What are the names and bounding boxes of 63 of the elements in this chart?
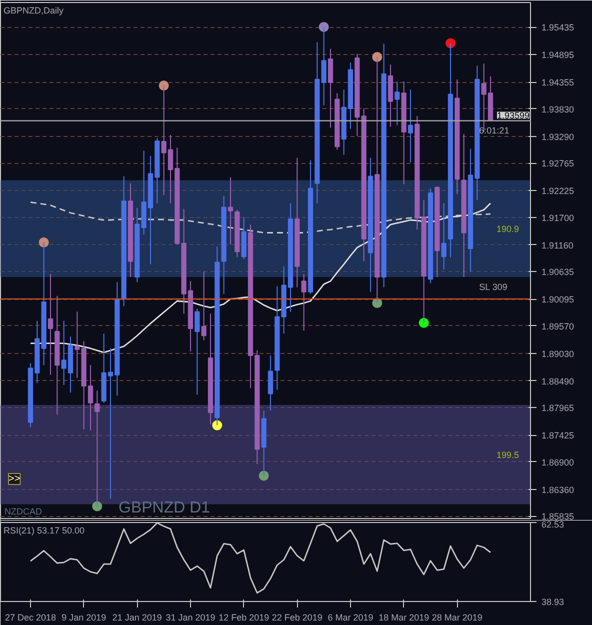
candlestick (74, 311, 80, 378)
x-tick-label: 12 Feb 2019 (218, 612, 270, 622)
x-tick-label: 22 Feb 2019 (272, 612, 322, 622)
y-tick-label: 1.85835 (542, 512, 574, 522)
point (258, 470, 269, 481)
candlestick (441, 202, 446, 270)
candlestick (408, 89, 414, 163)
point (158, 80, 169, 91)
candlestick (394, 80, 400, 126)
x-tick-label: 6 Mar 2019 (328, 612, 374, 622)
candlestick (94, 390, 100, 507)
y-tick-label: 38.93 (542, 597, 564, 607)
candlestick (194, 308, 200, 396)
annotation: SL 309 (479, 282, 508, 292)
x-tick-label: 31 Jan 2019 (166, 612, 216, 622)
point (446, 38, 456, 48)
band-label: 199.5 (496, 450, 520, 460)
y-tick-label: 1.92765 (542, 158, 574, 169)
candlestick (201, 270, 206, 341)
y-tick-label: 1.87425 (542, 430, 574, 441)
y-tick-label: 1.88490 (542, 376, 574, 386)
line-series (30, 201, 492, 234)
y-tick-label: 1.86900 (542, 457, 574, 468)
y-tick-label: 1.94895 (542, 50, 574, 60)
x-tick-label: 9 Jan 2019 (62, 612, 106, 622)
point (418, 318, 429, 328)
y-tick-label: 1.93830 (542, 104, 574, 114)
chart-title: GBPNZD,Daily (4, 6, 64, 16)
annotation: GBPNZD D1 (118, 500, 210, 516)
y-tick-label: 1.89030 (542, 348, 574, 359)
candlestick (48, 274, 54, 376)
y-tick-label: 1.89570 (542, 321, 574, 332)
ref-line-label: 1.93599 (496, 110, 530, 121)
x-tick-label: 21 Jan 2019 (112, 612, 162, 622)
text: >> (8, 474, 20, 484)
y-tick-label: 62.53 (542, 520, 564, 530)
y-tick-label: 1.87965 (542, 403, 574, 414)
candlestick (228, 176, 234, 245)
line-series (30, 202, 492, 354)
candlestick (268, 355, 274, 412)
y-tick-label: 1.92225 (542, 186, 574, 196)
y-tick-label: 1.90095 (542, 294, 574, 305)
x-tick-label: 28 Mar 2019 (432, 612, 482, 622)
point (372, 52, 382, 62)
y-tick-label: 1.95435 (542, 22, 574, 33)
point (38, 237, 49, 248)
y-tick-label: 1.91700 (542, 212, 574, 223)
y-tick-label: 1.90635 (542, 267, 574, 278)
band-label: 190.9 (496, 224, 520, 234)
y-tick-label: 1.94355 (542, 78, 574, 88)
point (212, 420, 222, 430)
x-tick-label: 18 Mar 2019 (378, 612, 430, 622)
y-tick-label: 1.93290 (542, 132, 574, 142)
y-tick-label: 1.86360 (542, 484, 574, 495)
x-tick-label: 27 Dec 2018 (4, 612, 56, 622)
y-tick-label: 1.91160 (542, 240, 574, 250)
chart-title: RSI(21) 53.17 50.00 (4, 526, 85, 536)
candlestick (301, 274, 306, 332)
candlestick (328, 48, 334, 128)
candlestick (321, 26, 326, 106)
point (92, 501, 102, 512)
point (318, 22, 329, 32)
annotation: NZDCAD (4, 506, 42, 516)
